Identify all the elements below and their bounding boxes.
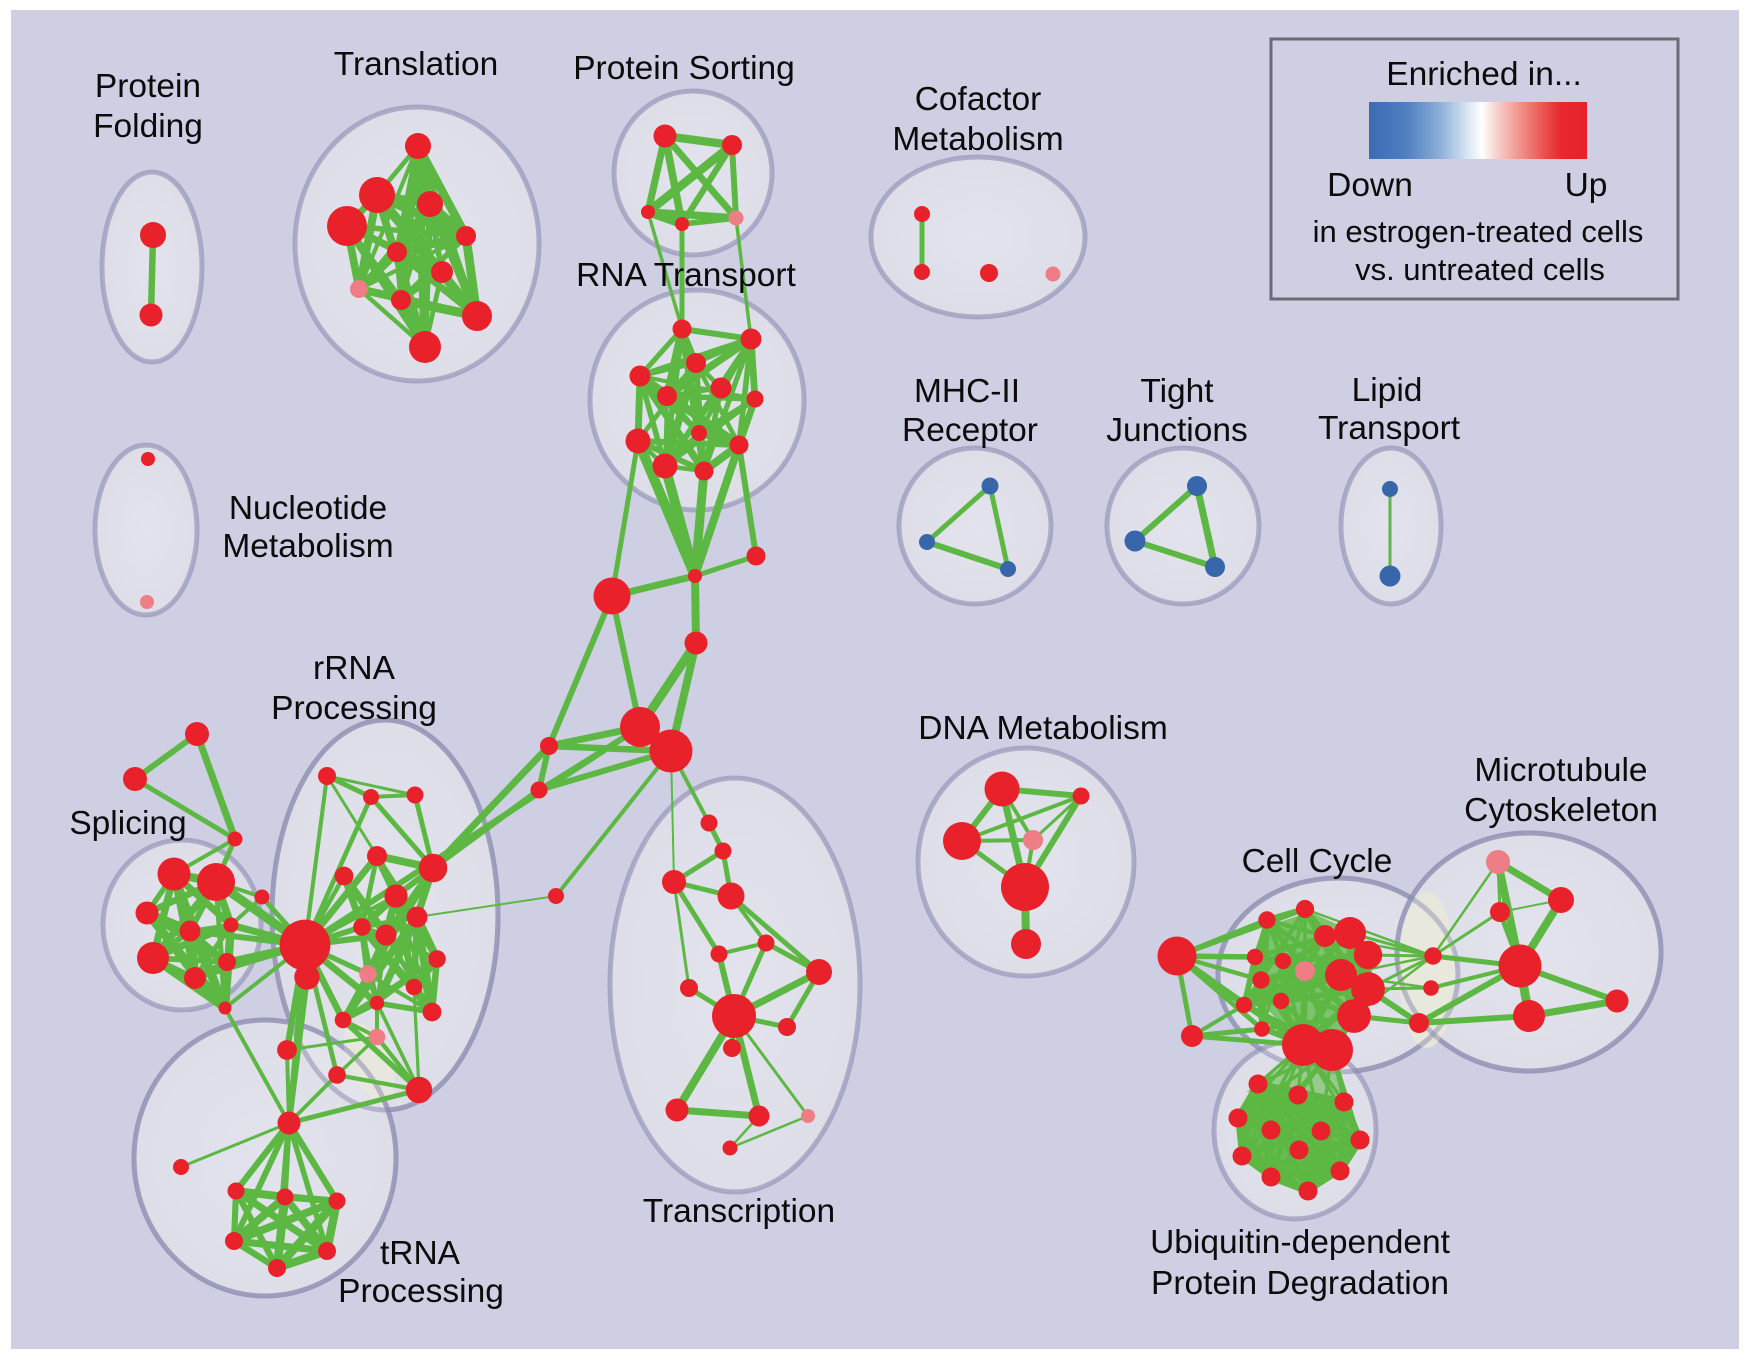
svg-text:Metabolism: Metabolism — [222, 528, 393, 565]
svg-text:tRNA: tRNA — [380, 1235, 461, 1272]
svg-text:vs. untreated cells: vs. untreated cells — [1355, 252, 1605, 287]
svg-text:Cofactor: Cofactor — [915, 81, 1042, 118]
svg-text:Protein: Protein — [95, 68, 201, 105]
svg-text:rRNA: rRNA — [313, 650, 396, 687]
svg-text:DNA Metabolism: DNA Metabolism — [918, 710, 1167, 747]
svg-text:Enriched in...: Enriched in... — [1386, 56, 1582, 93]
svg-text:Cytoskeleton: Cytoskeleton — [1464, 792, 1658, 829]
svg-text:Protein Sorting: Protein Sorting — [573, 50, 795, 87]
svg-text:Metabolism: Metabolism — [892, 121, 1063, 158]
svg-text:Translation: Translation — [334, 46, 498, 83]
svg-text:Processing: Processing — [338, 1273, 504, 1310]
svg-text:Transcription: Transcription — [643, 1193, 835, 1230]
svg-text:Splicing: Splicing — [69, 805, 186, 842]
svg-text:Lipid: Lipid — [1352, 372, 1423, 409]
svg-text:Folding: Folding — [93, 108, 203, 145]
svg-text:Protein Degradation: Protein Degradation — [1151, 1265, 1449, 1302]
svg-text:Receptor: Receptor — [902, 412, 1038, 449]
svg-text:Tight: Tight — [1140, 373, 1214, 410]
svg-text:Junctions: Junctions — [1106, 412, 1248, 449]
svg-text:Transport: Transport — [1318, 410, 1461, 447]
svg-text:in estrogen-treated cells: in estrogen-treated cells — [1313, 214, 1644, 249]
svg-text:Nucleotide: Nucleotide — [229, 490, 387, 527]
svg-text:MHC-II: MHC-II — [914, 373, 1020, 410]
svg-text:Ubiquitin-dependent: Ubiquitin-dependent — [1150, 1224, 1451, 1261]
svg-text:Down: Down — [1327, 167, 1413, 204]
svg-text:Cell Cycle: Cell Cycle — [1242, 843, 1393, 880]
svg-text:Microtubule: Microtubule — [1474, 752, 1647, 789]
svg-text:RNA Transport: RNA Transport — [576, 257, 796, 294]
svg-text:Up: Up — [1565, 167, 1608, 204]
svg-text:Processing: Processing — [271, 690, 437, 727]
